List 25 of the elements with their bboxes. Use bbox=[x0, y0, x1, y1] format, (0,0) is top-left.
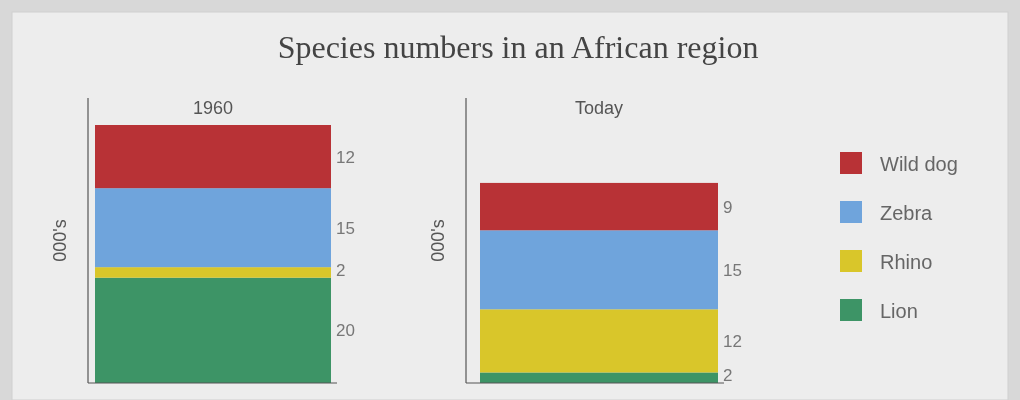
data-label: 20 bbox=[336, 321, 355, 341]
data-label: 12 bbox=[723, 331, 742, 351]
bar bbox=[480, 230, 718, 310]
data-label: 9 bbox=[723, 197, 733, 217]
legend-label: Lion bbox=[880, 300, 918, 322]
chart-subtitle: 1960 bbox=[192, 98, 234, 118]
chart-title: Today bbox=[574, 98, 624, 118]
legend-label: Zebra bbox=[880, 202, 934, 224]
data-label: 15 bbox=[723, 260, 742, 280]
y-axis-title: 000's bbox=[428, 219, 448, 262]
data-label: 2 bbox=[336, 260, 346, 280]
bar bbox=[95, 125, 331, 189]
legend-label: Rhino bbox=[880, 251, 933, 273]
legend-label: Wild dog bbox=[880, 153, 958, 175]
bar bbox=[480, 182, 718, 231]
data-label: 12 bbox=[336, 147, 355, 167]
text: Species numbers in an African region bbox=[277, 29, 759, 65]
data-label: 2 bbox=[723, 366, 733, 385]
bar bbox=[95, 267, 331, 278]
bar bbox=[95, 188, 331, 268]
bar bbox=[95, 277, 331, 383]
y-axis-title: 000's bbox=[50, 219, 70, 262]
bar bbox=[480, 309, 718, 373]
data-label: 15 bbox=[336, 218, 355, 238]
bar bbox=[480, 372, 718, 383]
